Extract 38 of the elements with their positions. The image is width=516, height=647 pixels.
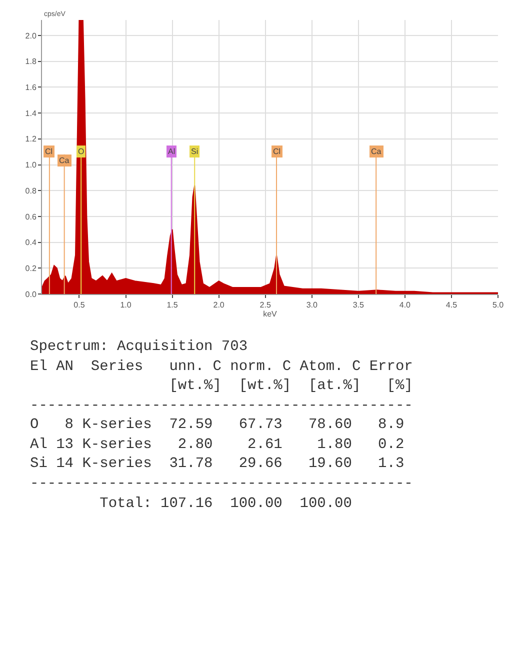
text: Spectrum: Acquisition 703 [30, 338, 249, 357]
y-tick-label: 1.2 [25, 134, 37, 144]
text: O 8 K-series 72.59 67.73 78.60 8.9 [30, 416, 406, 436]
text: -------------------------------------------- [30, 396, 414, 416]
text: Total: 107.16 100.00 100.00 [98, 494, 353, 514]
text: El AN Series unn. C norm. C Atom. C Error [30, 358, 414, 377]
ref-line-label: Ca [59, 156, 70, 165]
x-tick-label: 1.0 [120, 300, 132, 310]
y-tick-label: 1.0 [25, 160, 37, 170]
x-tick-label: 2.5 [260, 300, 272, 310]
x-tick-label: 2.0 [213, 300, 225, 310]
y-tick-label: 0.0 [25, 290, 37, 299]
y-tick-label: 2.0 [25, 31, 37, 40]
y-tick-label: 0.8 [25, 186, 37, 196]
x-tick-label: 0.5 [74, 300, 86, 310]
text: [wt.%] [wt.%] [at.%] [%] [168, 377, 414, 396]
x-tick-label: 5.0 [492, 300, 504, 310]
x-tick-label: 4.0 [399, 300, 412, 310]
x-axis-title: keV [263, 310, 278, 319]
ref-line-label: O [78, 147, 84, 156]
x-tick-label: 4.5 [446, 300, 458, 310]
y-tick-label: 0.6 [25, 212, 37, 222]
y-tick-label: 1.6 [25, 83, 37, 92]
y-tick-label: 0.4 [25, 238, 37, 248]
x-tick-label: 3.5 [352, 300, 365, 310]
ref-line-label: Cl [273, 147, 281, 156]
y-tick-label: 1.4 [25, 108, 37, 118]
ref-line-label: Al [168, 147, 176, 156]
y-tick-label: 1.8 [25, 57, 37, 66]
ref-line-label: Ca [371, 147, 382, 156]
text: Al 13 K-series 2.80 2.61 1.80 0.2 [30, 436, 406, 455]
ref-line-label: Cl [45, 147, 53, 156]
x-tick-label: 1.5 [166, 300, 178, 310]
ref-line-label: Si [191, 147, 198, 156]
x-tick-label: 3.0 [306, 300, 318, 310]
text: -------------------------------------------- [30, 474, 414, 494]
y-tick-label: 0.2 [25, 264, 37, 273]
text: Si 14 K-series 31.78 29.66 19.60 1.3 [30, 455, 406, 474]
